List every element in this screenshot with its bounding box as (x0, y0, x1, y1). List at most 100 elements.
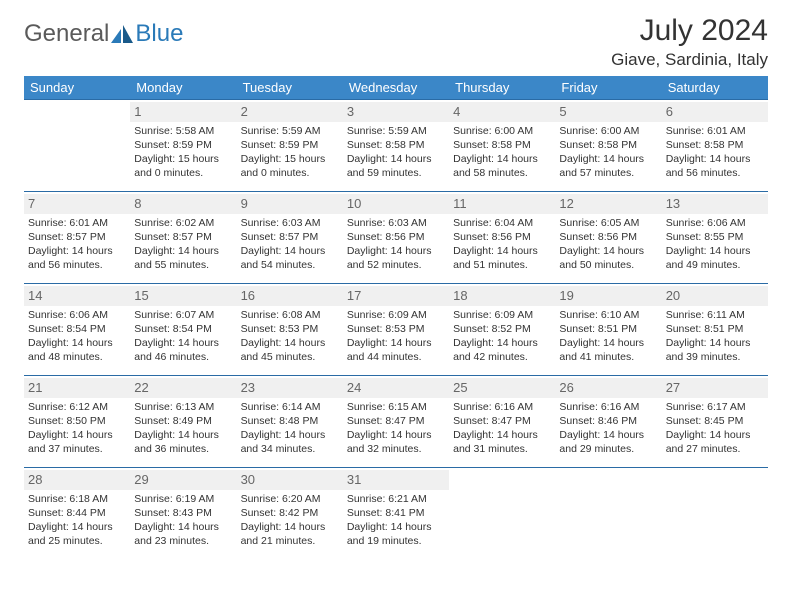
sunrise-text: Sunrise: 6:13 AM (134, 400, 232, 414)
day-details: Sunrise: 6:05 AMSunset: 8:56 PMDaylight:… (559, 216, 657, 273)
weekday-header: Thursday (449, 76, 555, 100)
day-number: 8 (130, 194, 236, 214)
day-details: Sunrise: 6:08 AMSunset: 8:53 PMDaylight:… (241, 308, 339, 365)
day-details: Sunrise: 6:13 AMSunset: 8:49 PMDaylight:… (134, 400, 232, 457)
day-number: 26 (555, 378, 661, 398)
calendar-day-cell: 26Sunrise: 6:16 AMSunset: 8:46 PMDayligh… (555, 376, 661, 468)
calendar-day-cell: 29Sunrise: 6:19 AMSunset: 8:43 PMDayligh… (130, 468, 236, 560)
daylight-text: and 37 minutes. (28, 442, 126, 456)
daylight-text: and 27 minutes. (666, 442, 764, 456)
sunrise-text: Sunrise: 6:02 AM (134, 216, 232, 230)
daylight-text: Daylight: 14 hours (134, 428, 232, 442)
sunset-text: Sunset: 8:53 PM (241, 322, 339, 336)
daylight-text: and 59 minutes. (347, 166, 445, 180)
sunset-text: Sunset: 8:58 PM (559, 138, 657, 152)
day-number: 4 (449, 102, 555, 122)
calendar-day-cell: 4Sunrise: 6:00 AMSunset: 8:58 PMDaylight… (449, 100, 555, 192)
sunrise-text: Sunrise: 6:14 AM (241, 400, 339, 414)
calendar-day-cell: 13Sunrise: 6:06 AMSunset: 8:55 PMDayligh… (662, 192, 768, 284)
calendar-day-cell: 1Sunrise: 5:58 AMSunset: 8:59 PMDaylight… (130, 100, 236, 192)
calendar-day-cell: 30Sunrise: 6:20 AMSunset: 8:42 PMDayligh… (237, 468, 343, 560)
day-details: Sunrise: 6:20 AMSunset: 8:42 PMDaylight:… (241, 492, 339, 549)
sunrise-text: Sunrise: 6:08 AM (241, 308, 339, 322)
daylight-text: Daylight: 14 hours (241, 336, 339, 350)
daylight-text: and 45 minutes. (241, 350, 339, 364)
sunset-text: Sunset: 8:51 PM (666, 322, 764, 336)
day-number: 9 (237, 194, 343, 214)
sunset-text: Sunset: 8:57 PM (241, 230, 339, 244)
daylight-text: and 56 minutes. (28, 258, 126, 272)
weekday-header: Tuesday (237, 76, 343, 100)
day-number: 5 (555, 102, 661, 122)
sunrise-text: Sunrise: 6:21 AM (347, 492, 445, 506)
day-details: Sunrise: 6:07 AMSunset: 8:54 PMDaylight:… (134, 308, 232, 365)
sunset-text: Sunset: 8:48 PM (241, 414, 339, 428)
calendar-week-row: 7Sunrise: 6:01 AMSunset: 8:57 PMDaylight… (24, 192, 768, 284)
calendar-day-cell (555, 468, 661, 560)
day-number: 16 (237, 286, 343, 306)
daylight-text: Daylight: 14 hours (453, 152, 551, 166)
day-details: Sunrise: 6:09 AMSunset: 8:52 PMDaylight:… (453, 308, 551, 365)
sunrise-text: Sunrise: 6:16 AM (559, 400, 657, 414)
day-number: 23 (237, 378, 343, 398)
sunrise-text: Sunrise: 5:59 AM (241, 124, 339, 138)
calendar-day-cell: 11Sunrise: 6:04 AMSunset: 8:56 PMDayligh… (449, 192, 555, 284)
daylight-text: and 58 minutes. (453, 166, 551, 180)
day-details: Sunrise: 6:16 AMSunset: 8:47 PMDaylight:… (453, 400, 551, 457)
day-details: Sunrise: 6:00 AMSunset: 8:58 PMDaylight:… (453, 124, 551, 181)
sunset-text: Sunset: 8:59 PM (241, 138, 339, 152)
sunset-text: Sunset: 8:56 PM (453, 230, 551, 244)
daylight-text: and 31 minutes. (453, 442, 551, 456)
weekday-header: Wednesday (343, 76, 449, 100)
sunrise-text: Sunrise: 6:20 AM (241, 492, 339, 506)
calendar-day-cell: 22Sunrise: 6:13 AMSunset: 8:49 PMDayligh… (130, 376, 236, 468)
sunrise-text: Sunrise: 6:00 AM (453, 124, 551, 138)
day-details: Sunrise: 6:09 AMSunset: 8:53 PMDaylight:… (347, 308, 445, 365)
daylight-text: and 0 minutes. (241, 166, 339, 180)
sunrise-text: Sunrise: 6:09 AM (347, 308, 445, 322)
sunset-text: Sunset: 8:52 PM (453, 322, 551, 336)
day-number: 3 (343, 102, 449, 122)
calendar-day-cell: 16Sunrise: 6:08 AMSunset: 8:53 PMDayligh… (237, 284, 343, 376)
daylight-text: and 21 minutes. (241, 534, 339, 548)
daylight-text: and 55 minutes. (134, 258, 232, 272)
day-number: 1 (130, 102, 236, 122)
day-details: Sunrise: 5:58 AMSunset: 8:59 PMDaylight:… (134, 124, 232, 181)
daylight-text: and 39 minutes. (666, 350, 764, 364)
sunset-text: Sunset: 8:41 PM (347, 506, 445, 520)
weekday-header-row: Sunday Monday Tuesday Wednesday Thursday… (24, 76, 768, 100)
day-number: 17 (343, 286, 449, 306)
sunset-text: Sunset: 8:57 PM (28, 230, 126, 244)
day-number: 14 (24, 286, 130, 306)
daylight-text: Daylight: 14 hours (28, 428, 126, 442)
daylight-text: Daylight: 14 hours (666, 428, 764, 442)
day-details: Sunrise: 5:59 AMSunset: 8:59 PMDaylight:… (241, 124, 339, 181)
daylight-text: Daylight: 14 hours (241, 428, 339, 442)
day-number: 12 (555, 194, 661, 214)
sunset-text: Sunset: 8:55 PM (666, 230, 764, 244)
day-number: 2 (237, 102, 343, 122)
daylight-text: Daylight: 14 hours (559, 428, 657, 442)
day-number: 13 (662, 194, 768, 214)
calendar-day-cell: 19Sunrise: 6:10 AMSunset: 8:51 PMDayligh… (555, 284, 661, 376)
sunrise-text: Sunrise: 6:03 AM (241, 216, 339, 230)
location-text: Giave, Sardinia, Italy (611, 50, 768, 70)
sunrise-text: Sunrise: 6:03 AM (347, 216, 445, 230)
sunrise-text: Sunrise: 6:12 AM (28, 400, 126, 414)
sunset-text: Sunset: 8:59 PM (134, 138, 232, 152)
daylight-text: and 52 minutes. (347, 258, 445, 272)
sunrise-text: Sunrise: 5:58 AM (134, 124, 232, 138)
sunset-text: Sunset: 8:45 PM (666, 414, 764, 428)
calendar-week-row: 1Sunrise: 5:58 AMSunset: 8:59 PMDaylight… (24, 100, 768, 192)
sunrise-text: Sunrise: 6:10 AM (559, 308, 657, 322)
daylight-text: Daylight: 14 hours (347, 244, 445, 258)
sunset-text: Sunset: 8:44 PM (28, 506, 126, 520)
daylight-text: Daylight: 14 hours (453, 244, 551, 258)
sunrise-text: Sunrise: 6:07 AM (134, 308, 232, 322)
daylight-text: Daylight: 14 hours (453, 428, 551, 442)
sunset-text: Sunset: 8:54 PM (134, 322, 232, 336)
calendar-day-cell: 18Sunrise: 6:09 AMSunset: 8:52 PMDayligh… (449, 284, 555, 376)
daylight-text: Daylight: 14 hours (666, 336, 764, 350)
daylight-text: Daylight: 14 hours (241, 520, 339, 534)
sunrise-text: Sunrise: 6:04 AM (453, 216, 551, 230)
